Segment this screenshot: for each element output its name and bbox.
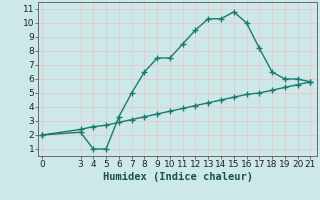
X-axis label: Humidex (Indice chaleur): Humidex (Indice chaleur) [103,172,252,182]
